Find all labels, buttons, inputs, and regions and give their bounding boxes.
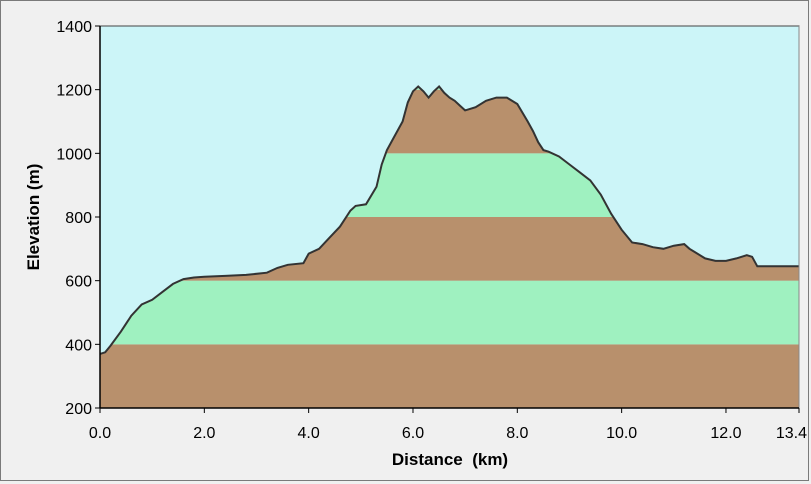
terrain-outline	[99, 85, 799, 355]
y-tick-label: 1400	[56, 19, 92, 36]
y-tick-label: 600	[65, 274, 92, 291]
x-tick-label: 8.0	[506, 425, 528, 442]
y-tick-label: 200	[65, 401, 92, 418]
y-tick-label: 1200	[56, 83, 92, 100]
elevation-band	[100, 344, 799, 408]
y-axis-ticks: 200 400 600 800 1000 1200 1400	[56, 19, 100, 418]
x-tick-label: 13.4	[776, 425, 807, 442]
y-tick-label: 1000	[56, 146, 92, 163]
y-tick-label: 800	[65, 210, 92, 227]
x-axis-ticks: 0.0 2.0 4.0 6.0 8.0 10.0 12.0 13.4	[89, 408, 807, 442]
x-tick-label: 6.0	[402, 425, 424, 442]
elevation-band	[100, 280, 799, 345]
x-tick-label: 4.0	[298, 425, 320, 442]
x-tick-label: 10.0	[606, 425, 637, 442]
x-tick-label: 0.0	[89, 425, 111, 442]
y-axis-title: Elevation (m)	[24, 164, 43, 271]
x-tick-label: 12.0	[710, 425, 741, 442]
x-tick-label: 2.0	[193, 425, 215, 442]
y-tick-label: 400	[65, 337, 92, 354]
x-axis-title: Distance (km)	[392, 450, 508, 469]
